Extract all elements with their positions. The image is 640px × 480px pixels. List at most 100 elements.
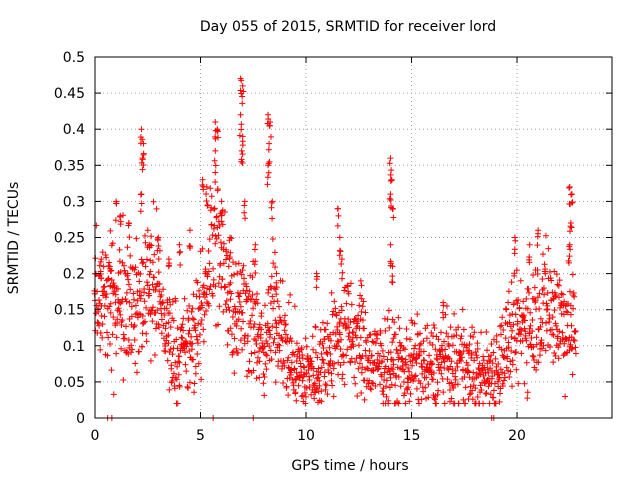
data-point [415, 400, 422, 407]
data-point [134, 297, 141, 304]
data-point [411, 373, 418, 380]
data-point [246, 288, 253, 295]
data-point [509, 311, 516, 318]
data-point [159, 300, 166, 307]
spike-point [313, 284, 320, 291]
data-point [254, 359, 261, 366]
data-point [119, 296, 126, 303]
data-point [227, 325, 234, 332]
data-point [213, 213, 220, 220]
spike-point [566, 183, 573, 190]
data-point [515, 380, 522, 387]
data-point [261, 373, 268, 380]
data-point [136, 278, 143, 285]
data-point [441, 338, 448, 345]
data-point [487, 391, 494, 398]
data-point [498, 322, 505, 329]
data-point [496, 390, 503, 397]
data-point [288, 338, 295, 345]
data-point [151, 274, 158, 281]
data-point [271, 335, 278, 342]
spike-point [337, 248, 344, 255]
spike-point [215, 134, 222, 141]
data-point [477, 382, 484, 389]
spike-point [265, 162, 272, 169]
data-point [231, 335, 238, 342]
data-point [537, 315, 544, 322]
data-point [149, 304, 156, 311]
data-point [410, 376, 417, 383]
data-point [369, 367, 376, 374]
data-point [212, 240, 219, 247]
data-point [246, 368, 253, 375]
data-point [552, 291, 559, 298]
data-point [302, 400, 309, 407]
spike-point [386, 160, 393, 167]
data-point [104, 276, 111, 283]
data-point [168, 365, 175, 372]
data-point [473, 352, 480, 359]
y-tick-label: 0.05 [54, 375, 85, 391]
data-point [179, 335, 186, 342]
data-point [281, 327, 288, 334]
data-point [185, 330, 192, 337]
data-point [206, 236, 213, 243]
data-point [224, 341, 231, 348]
data-point [141, 285, 148, 292]
data-point [434, 356, 441, 363]
data-point [176, 383, 183, 390]
data-point [518, 350, 525, 357]
data-point [446, 342, 453, 349]
data-point [385, 307, 392, 314]
data-point [165, 319, 172, 326]
data-point [256, 374, 263, 381]
spike-point [107, 282, 114, 289]
data-point [209, 292, 216, 299]
data-point [235, 316, 242, 323]
data-point [170, 370, 177, 377]
data-point [535, 326, 542, 333]
spike-point [166, 260, 173, 267]
data-point [377, 330, 384, 337]
data-point [345, 324, 352, 331]
data-point [188, 308, 195, 315]
data-point [267, 331, 274, 338]
data-point [269, 293, 276, 300]
spike-point [241, 209, 248, 216]
data-point [269, 235, 276, 242]
data-point [131, 322, 138, 329]
data-point [308, 391, 315, 398]
data-point [451, 310, 458, 317]
data-point [417, 380, 424, 387]
data-point [553, 322, 560, 329]
data-point [378, 373, 385, 380]
data-point [452, 367, 459, 374]
data-point [472, 385, 479, 392]
y-tick-label: 0.1 [63, 339, 85, 355]
data-point [116, 258, 123, 265]
data-point [186, 302, 193, 309]
data-point [190, 291, 197, 298]
data-point [333, 312, 340, 319]
data-point [363, 339, 370, 346]
spike-point [386, 195, 393, 202]
data-point [441, 358, 448, 365]
data-point [374, 366, 381, 373]
x-tick-label: 5 [196, 428, 205, 444]
data-point [204, 273, 211, 280]
spike-point [238, 158, 245, 165]
data-point [174, 400, 181, 407]
data-point [152, 286, 159, 293]
spike-point [240, 88, 247, 95]
data-point [415, 352, 422, 359]
spike-point [389, 263, 396, 270]
data-point [328, 370, 335, 377]
data-point [274, 298, 281, 305]
data-point [318, 364, 325, 371]
data-point [513, 337, 520, 344]
spike-point [272, 286, 279, 293]
spike-point [177, 248, 184, 255]
data-point [251, 321, 258, 328]
spike-point [440, 314, 447, 321]
data-point [572, 350, 579, 357]
